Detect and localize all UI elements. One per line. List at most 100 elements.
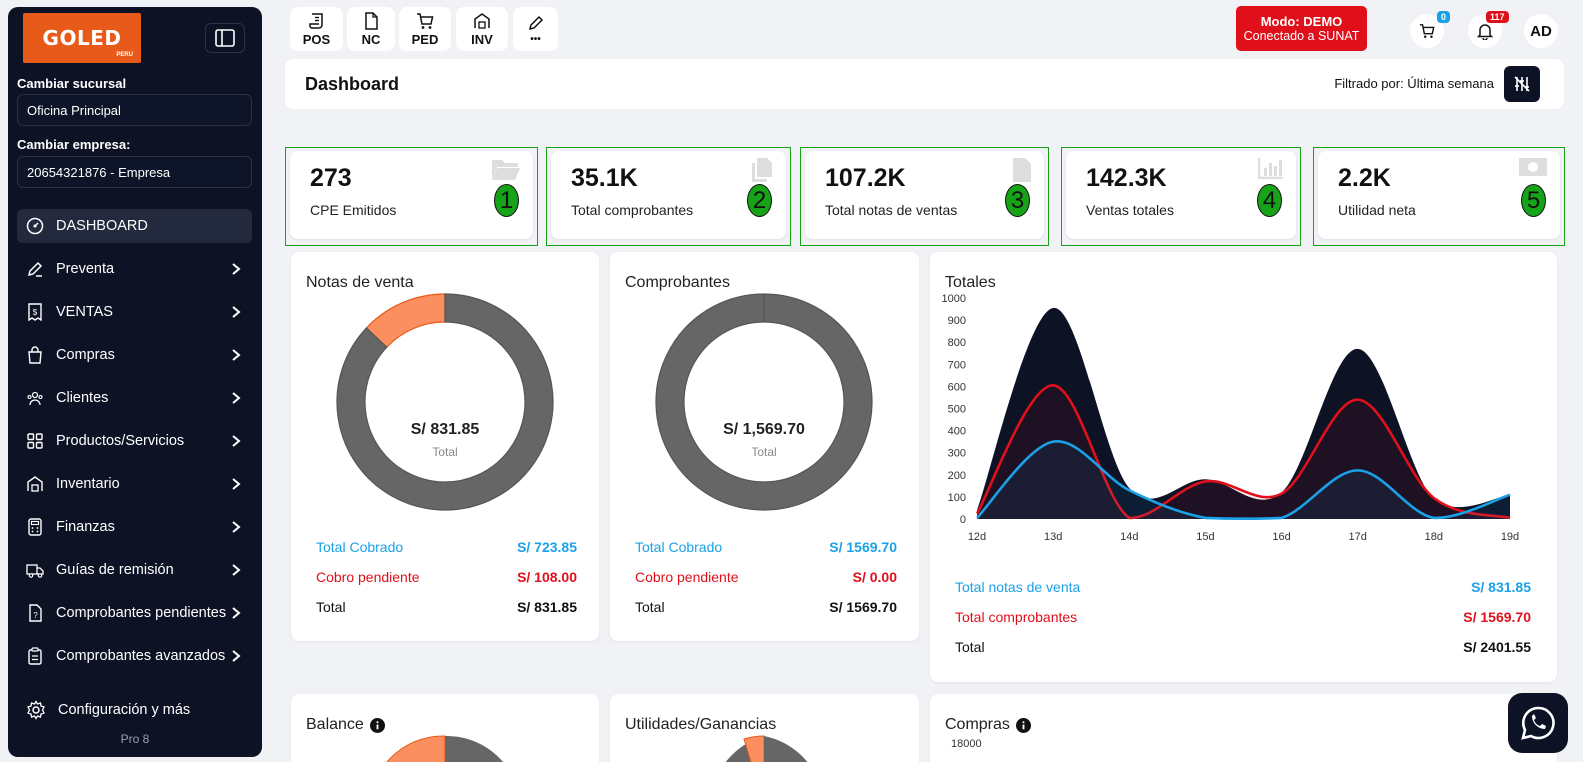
summary-row: Total comprobantes S/ 1569.70 — [955, 602, 1531, 632]
folder-open-icon — [492, 160, 520, 180]
cart-icon — [1419, 24, 1435, 39]
kpi-value: 2.2K — [1338, 164, 1391, 192]
info-icon[interactable] — [369, 717, 385, 733]
summary-row: Total Cobrado S/ 723.85 — [316, 532, 577, 562]
truck-icon — [26, 561, 44, 579]
kpi-value: 35.1K — [571, 164, 638, 192]
compras-title: Compras — [945, 716, 1010, 733]
money-icon — [1519, 158, 1547, 176]
filter-button[interactable] — [1504, 66, 1540, 102]
sidebar-item-label: Clientes — [56, 390, 109, 406]
panel-title: Compras — [945, 716, 1031, 734]
company-select[interactable]: 20654321876 - Empresa — [17, 156, 252, 188]
kpi-card-ventas-totales[interactable]: 142.3K Ventas totales 4 — [1061, 147, 1301, 246]
kpi-value: 107.2K — [825, 164, 906, 192]
sidebar-item-compras[interactable]: Compras — [17, 338, 252, 372]
sidebar-item-clientes[interactable]: Clientes — [17, 381, 252, 415]
summary-value: S/ 108.00 — [517, 569, 577, 585]
y-tick-label: 200 — [948, 470, 966, 482]
sidebar-item-label: Comprobantes pendientes — [56, 605, 227, 621]
summary-label: Total comprobantes — [955, 609, 1078, 625]
sidebar-item-ventas[interactable]: $ VENTAS — [17, 295, 252, 329]
summary-row: Total S/ 2401.55 — [955, 632, 1531, 662]
info-icon[interactable] — [1015, 717, 1031, 733]
sidebar-item-inventario[interactable]: Inventario — [17, 467, 252, 501]
sidebar-menu: DASHBOARD Preventa $ VENTAS Compras Clie… — [17, 209, 252, 682]
sidebar-item-dashboard[interactable]: DASHBOARD — [17, 209, 252, 243]
summary-value: S/ 831.85 — [517, 599, 577, 615]
kpi-value: 142.3K — [1086, 164, 1167, 192]
sidebar-item-label: Inventario — [56, 476, 120, 492]
kpi-label: Ventas totales — [1086, 202, 1174, 218]
sidebar-toggle-button[interactable] — [205, 23, 245, 53]
company-logo[interactable]: GOLED PERU — [23, 13, 141, 63]
quick-pos-button[interactable]: POS — [290, 7, 343, 51]
mode-label: Modo: DEMO — [1260, 14, 1343, 29]
svg-text:?: ? — [33, 611, 38, 620]
x-tick-label: 17d — [1349, 531, 1367, 543]
donut-center-label: Total — [432, 445, 457, 459]
y-tick-label: 400 — [948, 426, 966, 438]
quick-ped-button[interactable]: PED — [399, 7, 451, 51]
sidebar-item-productos[interactable]: Productos/Servicios — [17, 424, 252, 458]
x-tick-label: 13d — [1044, 531, 1062, 543]
summary-value: S/ 0.00 — [852, 569, 897, 585]
panel-title: Balance — [306, 716, 385, 734]
company-label: Cambiar empresa: — [17, 137, 131, 152]
user-avatar[interactable]: AD — [1524, 14, 1558, 48]
y-tick-label: 300 — [948, 448, 966, 460]
quick-button-label: ••• — [530, 33, 541, 45]
chevron-right-icon — [232, 564, 241, 576]
sidebar-item-guias[interactable]: Guías de remisión — [17, 553, 252, 587]
comprobantes-summary: Total Cobrado S/ 1569.70 Cobro pendiente S… — [635, 532, 897, 622]
notas-venta-summary: Total Cobrado S/ 723.85 Cobro pendiente S/… — [316, 532, 577, 622]
summary-label: Total — [635, 599, 665, 615]
sidebar-item-label: Finanzas — [56, 519, 115, 535]
chevron-right-icon — [232, 478, 241, 490]
cart-icon — [416, 12, 434, 30]
mode-demo-button[interactable]: Modo: DEMO Conectado a SUNAT — [1236, 6, 1367, 51]
notification-count-badge: 117 — [1486, 11, 1509, 23]
kpi-card-utilidad[interactable]: 2.2K Utilidad neta 5 — [1313, 147, 1565, 246]
totales-area-chart: 0 100 200 300 400 500 600 700 800 900 1000 12d 13d 14… — [942, 293, 1520, 543]
donut-slice[interactable] — [655, 293, 873, 511]
y-tick-label: 600 — [948, 381, 966, 393]
filter-status: Filtrado por: Última semana — [1334, 76, 1494, 91]
kpi-label: CPE Emitidos — [310, 202, 397, 218]
version-label: Pro 8 — [120, 732, 150, 746]
sidebar-item-comprobantes-avanzados[interactable]: Comprobantes avanzados — [17, 639, 252, 673]
whatsapp-button[interactable] — [1508, 693, 1568, 753]
kpi-card-cpe[interactable]: 273 CPE Emitidos 1 — [285, 147, 538, 246]
donut-slices — [655, 293, 873, 511]
file-text-icon — [1013, 158, 1031, 182]
chevron-right-icon — [232, 607, 241, 619]
branch-select[interactable]: Oficina Principal — [17, 94, 252, 126]
quick-nc-button[interactable]: NC — [347, 7, 395, 51]
sidebar-item-finanzas[interactable]: Finanzas — [17, 510, 252, 544]
chevron-right-icon — [232, 650, 241, 662]
sidebar-item-label: Preventa — [56, 261, 115, 277]
quick-inv-button[interactable]: INV — [456, 7, 508, 51]
sidebar-item-label: Comprobantes avanzados — [56, 648, 226, 664]
sidebar-item-comprobantes-pendientes[interactable]: ? Comprobantes pendientes — [17, 596, 252, 630]
file-question-icon: ? — [26, 604, 44, 622]
quick-more-button[interactable]: ••• — [513, 7, 558, 51]
sidebar-item-configuracion[interactable]: Configuración y más — [26, 700, 190, 720]
donut-slice[interactable] — [336, 293, 554, 511]
bar-chart-icon — [1258, 158, 1283, 179]
kpi-card-notas-ventas[interactable]: 107.2K Total notas de ventas 3 — [800, 147, 1049, 246]
y-tick-label: 0 — [960, 514, 966, 526]
donut-center-value: S/ 1,569.70 — [723, 421, 805, 438]
balance-title: Balance — [306, 716, 364, 733]
summary-label: Cobro pendiente — [635, 569, 739, 585]
x-tick-label: 14d — [1120, 531, 1138, 543]
page-title: Dashboard — [305, 74, 400, 94]
y-tick-label: 800 — [948, 337, 966, 349]
quick-button-label: PED — [411, 31, 439, 47]
sidebar-item-preventa[interactable]: Preventa — [17, 252, 252, 286]
quick-button-label: POS — [302, 31, 331, 47]
y-tick-label: 500 — [948, 404, 966, 416]
series-line — [976, 440, 1511, 521]
quick-button-label: INV — [471, 31, 493, 47]
kpi-card-comprobantes[interactable]: 35.1K Total comprobantes 2 — [546, 147, 791, 246]
